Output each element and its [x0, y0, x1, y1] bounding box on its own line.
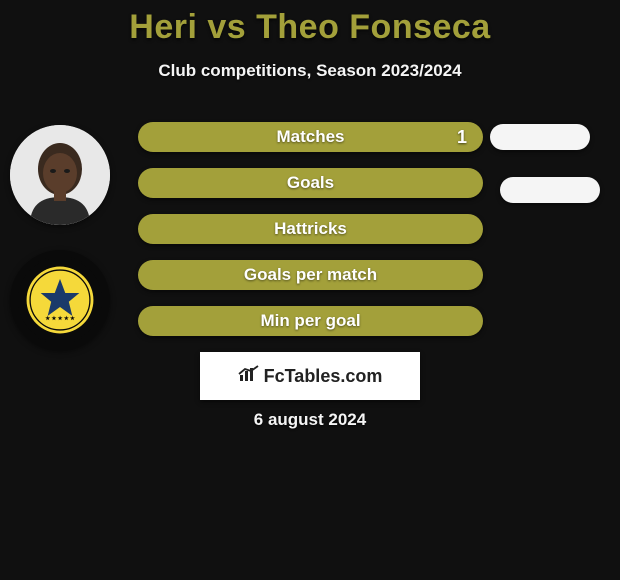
chart-icon: [238, 365, 260, 388]
avatars-column: ★ ★ ★ ★ ★: [10, 125, 120, 375]
stat-label: Goals per match: [244, 265, 377, 285]
stat-label: Matches: [276, 127, 344, 147]
comparison-card: Heri vs Theo Fonseca Club competitions, …: [0, 0, 620, 580]
stat-bar-goals-per-match: Goals per match: [138, 260, 483, 290]
stat-bar-min-per-goal: Min per goal: [138, 306, 483, 336]
opponent-pill-goals: [500, 177, 600, 203]
date-label: 6 august 2024: [0, 410, 620, 430]
stat-bar-goals: Goals: [138, 168, 483, 198]
stat-label: Hattricks: [274, 219, 347, 239]
svg-text:★ ★ ★ ★ ★: ★ ★ ★ ★ ★: [44, 316, 75, 322]
stat-value-right: 1: [457, 127, 467, 148]
player-avatar: [10, 125, 110, 225]
stat-label: Goals: [287, 173, 334, 193]
stat-bars: Matches 1 Goals Hattricks Goals per matc…: [138, 122, 483, 352]
stat-bar-matches: Matches 1: [138, 122, 483, 152]
subtitle: Club competitions, Season 2023/2024: [0, 61, 620, 81]
source-logo-text: FcTables.com: [264, 366, 383, 387]
opponent-pill-matches: [490, 124, 590, 150]
stat-label: Min per goal: [260, 311, 360, 331]
club-badge: ★ ★ ★ ★ ★: [10, 250, 110, 350]
source-logo[interactable]: FcTables.com: [200, 352, 420, 400]
stat-bar-hattricks: Hattricks: [138, 214, 483, 244]
page-title: Heri vs Theo Fonseca: [0, 0, 620, 47]
